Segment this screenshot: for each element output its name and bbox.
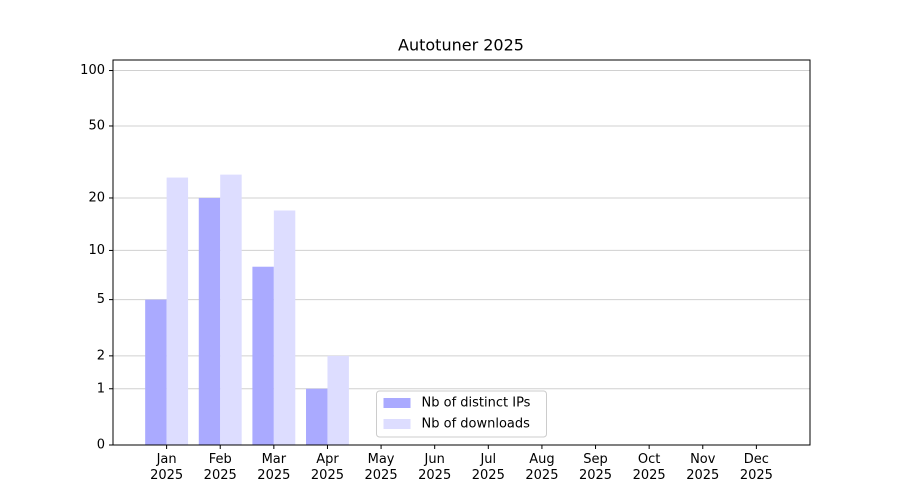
legend-box [376, 390, 547, 438]
x-tick-label: Jun 2025 [418, 452, 452, 483]
legend-label: Nb of downloads [422, 417, 531, 432]
bar [166, 177, 189, 445]
x-tick-label-box: Oct 2025 [632, 452, 666, 483]
y-tick-label: 100 [80, 63, 105, 78]
plot-frame [112, 59, 811, 446]
x-tick-label-box: Jun 2025 [418, 452, 452, 483]
x-tick-label: Feb 2025 [203, 452, 237, 483]
bar [198, 197, 221, 445]
x-tick-label-box: Feb 2025 [203, 452, 237, 483]
bar [145, 299, 167, 445]
bar [252, 266, 274, 445]
y-tick-label: 1 [97, 381, 105, 396]
bar [273, 210, 296, 445]
legend-swatch [383, 419, 411, 429]
x-tick-label: Nov 2025 [686, 452, 720, 483]
chart-title: Autotuner 2025 [398, 36, 524, 55]
y-tick-label: 5 [97, 292, 105, 307]
x-tick-label: Sep 2025 [578, 452, 613, 483]
x-tick-label-box: Nov 2025 [686, 452, 720, 483]
x-tick-label: Jul 2025 [471, 452, 505, 483]
x-tick-label-box: May 2025 [364, 452, 398, 483]
x-tick-label-box: Jul 2025 [471, 452, 505, 483]
x-tick-label: May 2025 [364, 452, 398, 483]
y-tick-label: 50 [88, 118, 105, 133]
x-tick-label: Oct 2025 [632, 452, 666, 483]
x-tick-label-box: Mar 2025 [257, 452, 291, 483]
y-tick-label: 10 [88, 243, 105, 258]
x-tick-label: Dec 2025 [739, 452, 773, 483]
bar [306, 388, 328, 445]
bar [220, 174, 242, 445]
x-tick-label: Jan 2025 [150, 452, 184, 483]
y-tick-label: 0 [97, 438, 105, 453]
bar [327, 355, 349, 445]
x-tick-label-box: Aug 2025 [525, 452, 559, 483]
y-tick-label: 20 [88, 190, 105, 205]
y-tick-label: 2 [97, 348, 105, 363]
x-tick-label: Aug 2025 [525, 452, 559, 483]
x-tick-label-box: Jan 2025 [150, 452, 184, 483]
x-tick-label-box: Apr 2025 [310, 452, 344, 483]
x-tick-label: Apr 2025 [310, 452, 344, 483]
legend-label: Nb of distinct IPs [422, 396, 531, 411]
x-tick-label: Mar 2025 [257, 452, 291, 483]
x-tick-label-box: Dec 2025 [739, 452, 773, 483]
legend-swatch [383, 398, 411, 408]
x-tick-label-box: Sep 2025 [578, 452, 613, 483]
